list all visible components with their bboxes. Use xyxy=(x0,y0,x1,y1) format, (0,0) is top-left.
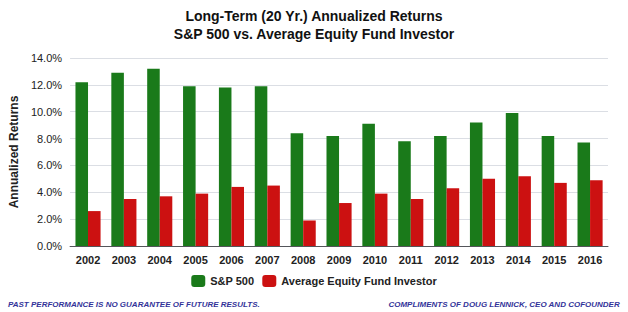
svg-text:2015: 2015 xyxy=(542,254,566,266)
svg-text:12.0%: 12.0% xyxy=(31,79,62,91)
svg-text:2012: 2012 xyxy=(434,254,458,266)
svg-text:2003: 2003 xyxy=(112,254,136,266)
svg-text:10.0%: 10.0% xyxy=(31,106,62,118)
svg-text:2014: 2014 xyxy=(506,254,531,266)
svg-text:2013: 2013 xyxy=(470,254,494,266)
svg-text:2002: 2002 xyxy=(76,254,100,266)
svg-text:6.0%: 6.0% xyxy=(37,159,62,171)
svg-text:2006: 2006 xyxy=(219,254,243,266)
svg-text:0.0%: 0.0% xyxy=(37,240,62,252)
svg-text:14.0%: 14.0% xyxy=(31,52,62,64)
svg-text:PAST PERFORMANCE IS NO GUARANT: PAST PERFORMANCE IS NO GUARANTEE OF FUTU… xyxy=(8,300,260,309)
svg-text:S&P 500: S&P 500 xyxy=(210,275,254,287)
svg-text:COMPLIMENTS OF DOUG LENNICK, C: COMPLIMENTS OF DOUG LENNICK, CEO AND COF… xyxy=(388,300,619,309)
svg-text:2011: 2011 xyxy=(399,254,423,266)
svg-text:2004: 2004 xyxy=(147,254,172,266)
svg-text:8.0%: 8.0% xyxy=(37,133,62,145)
svg-text:Annualized Returns: Annualized Returns xyxy=(7,95,21,208)
svg-text:S&P 500 vs. Average Equity Fun: S&P 500 vs. Average Equity Fund Investor xyxy=(174,26,455,42)
svg-text:2016: 2016 xyxy=(578,254,602,266)
svg-text:Long-Term (20 Yr.) Annualized: Long-Term (20 Yr.) Annualized Returns xyxy=(185,8,442,24)
svg-text:Average Equity Fund Investor: Average Equity Fund Investor xyxy=(281,275,437,287)
svg-text:2008: 2008 xyxy=(291,254,315,266)
svg-text:2007: 2007 xyxy=(255,254,279,266)
svg-text:2.0%: 2.0% xyxy=(37,213,62,225)
svg-text:2010: 2010 xyxy=(363,254,387,266)
svg-text:4.0%: 4.0% xyxy=(37,186,62,198)
svg-text:2005: 2005 xyxy=(183,254,207,266)
svg-text:2009: 2009 xyxy=(327,254,351,266)
